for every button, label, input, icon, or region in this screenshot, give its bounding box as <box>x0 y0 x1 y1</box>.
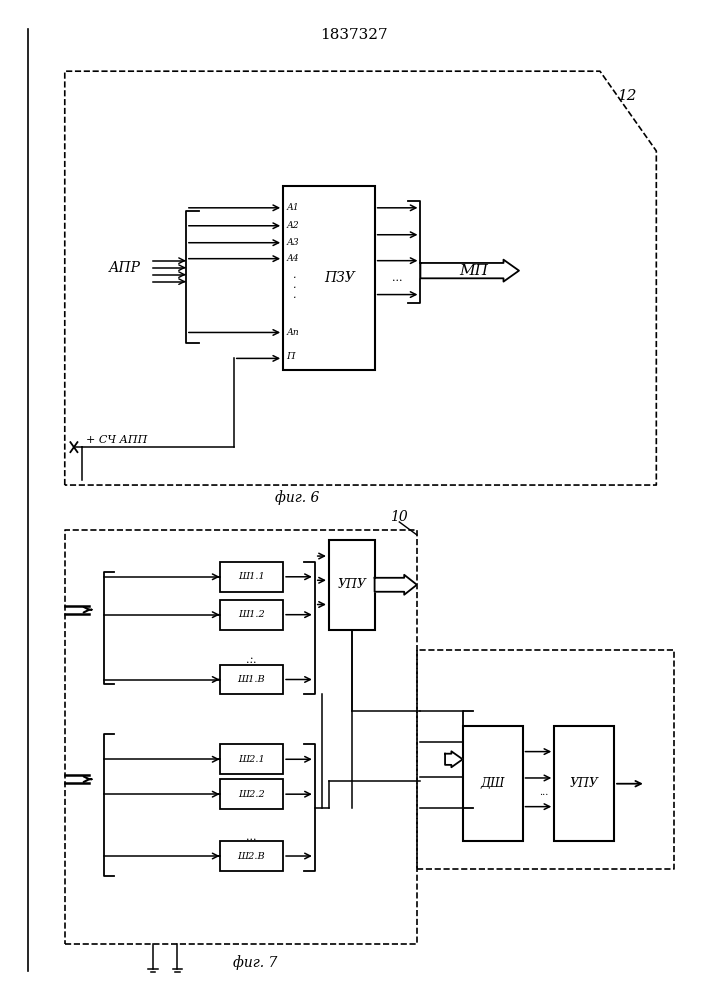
Text: ПЗУ: ПЗУ <box>325 271 355 285</box>
Text: П: П <box>286 352 295 361</box>
Bar <box>220 841 283 871</box>
Text: А4: А4 <box>286 254 299 263</box>
Text: ...: ... <box>539 788 549 797</box>
Bar <box>220 779 283 809</box>
Text: ...: ... <box>392 273 402 283</box>
Text: А2: А2 <box>286 221 299 230</box>
Text: фиг. 6: фиг. 6 <box>275 491 320 505</box>
Text: Аn: Аn <box>286 328 299 337</box>
Text: + СЧ АПП: + СЧ АПП <box>86 435 147 445</box>
Bar <box>283 186 375 370</box>
Text: Ш1.В: Ш1.В <box>238 675 265 684</box>
Bar <box>220 600 283 630</box>
Text: .: . <box>292 280 296 290</box>
Bar <box>220 744 283 774</box>
Text: МП: МП <box>459 264 488 278</box>
Text: .: . <box>250 651 253 661</box>
Text: 1837327: 1837327 <box>320 28 387 42</box>
Text: ДШ: ДШ <box>480 777 505 790</box>
Text: А1: А1 <box>286 203 299 212</box>
Text: Ш2.2: Ш2.2 <box>238 790 264 799</box>
Text: ...: ... <box>246 655 257 665</box>
Text: А3: А3 <box>286 238 299 247</box>
Text: УПУ: УПУ <box>337 578 366 591</box>
Text: Ш1.1: Ш1.1 <box>238 572 264 581</box>
Text: фиг. 7: фиг. 7 <box>233 955 277 970</box>
Polygon shape <box>445 751 462 767</box>
Text: 10: 10 <box>390 510 408 524</box>
Text: Ш2.1: Ш2.1 <box>238 755 264 764</box>
Bar <box>220 562 283 592</box>
Bar <box>220 665 283 694</box>
Text: ...: ... <box>246 832 257 842</box>
Text: Ш1.2: Ш1.2 <box>238 610 264 619</box>
Text: Ш2.В: Ш2.В <box>238 852 265 861</box>
Bar <box>554 726 614 841</box>
Text: .: . <box>292 290 296 300</box>
Text: УПУ: УПУ <box>570 777 599 790</box>
Polygon shape <box>375 575 417 595</box>
Text: АПР: АПР <box>109 261 141 275</box>
Bar <box>329 540 375 630</box>
Bar <box>462 726 522 841</box>
Text: .: . <box>292 270 296 280</box>
Polygon shape <box>421 260 519 282</box>
Text: 12: 12 <box>619 89 638 103</box>
